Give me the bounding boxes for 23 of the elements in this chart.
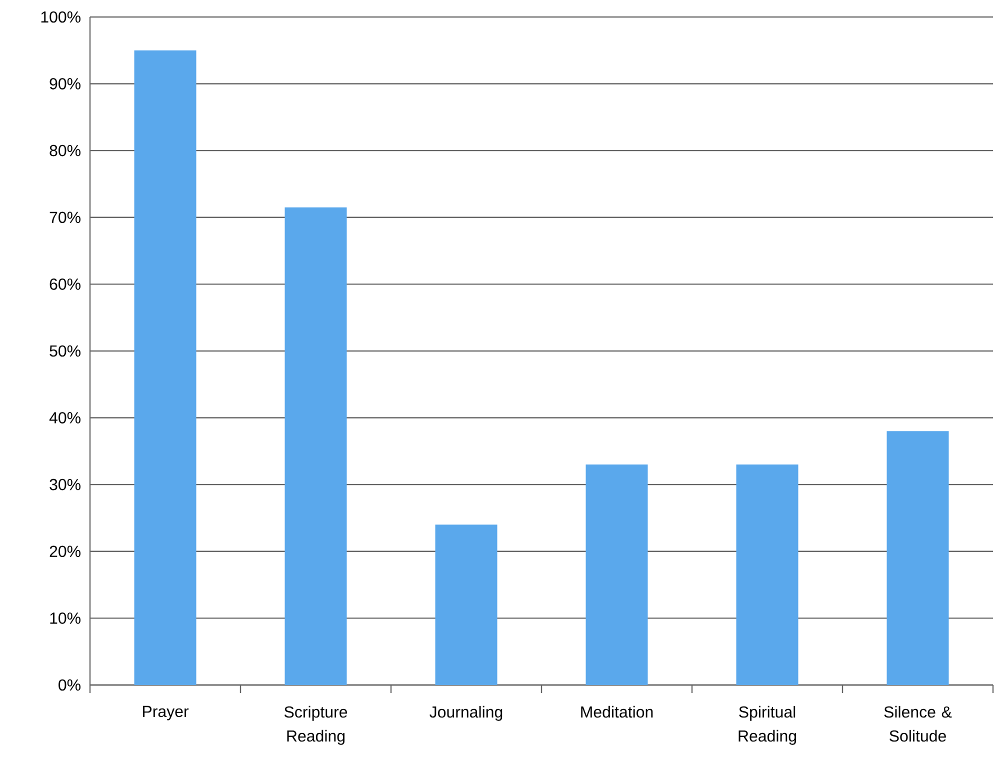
- y-tick-label: 90%: [50, 78, 80, 90]
- y-tick-label: 30%: [50, 478, 80, 490]
- bar: [284, 207, 347, 685]
- x-tick-label: Silence & Solitude: [884, 706, 952, 742]
- y-tick-label: 60%: [50, 278, 80, 290]
- y-tick-label: 50%: [50, 345, 80, 357]
- x-tick-label: Prayer: [143, 706, 189, 720]
- y-tick-label: 20%: [50, 546, 80, 558]
- y-tick-label: 10%: [50, 612, 80, 624]
- y-tick-label: 40%: [49, 412, 80, 424]
- bar: [134, 50, 196, 685]
- bar: [586, 464, 648, 685]
- bar: [736, 464, 798, 685]
- y-tick-label: 100%: [41, 11, 80, 23]
- y-tick-label: 70%: [50, 212, 80, 224]
- bar: [435, 524, 498, 685]
- x-tick-label: Spiritual Reading: [738, 706, 796, 745]
- y-tick-label: 0%: [58, 679, 80, 691]
- bar: [886, 431, 949, 685]
- x-tick-label: Meditation: [581, 706, 653, 718]
- y-tick-label: 80%: [50, 144, 80, 156]
- x-tick-label: Journaling: [430, 706, 502, 721]
- x-tick-label: Scripture Reading: [284, 706, 348, 745]
